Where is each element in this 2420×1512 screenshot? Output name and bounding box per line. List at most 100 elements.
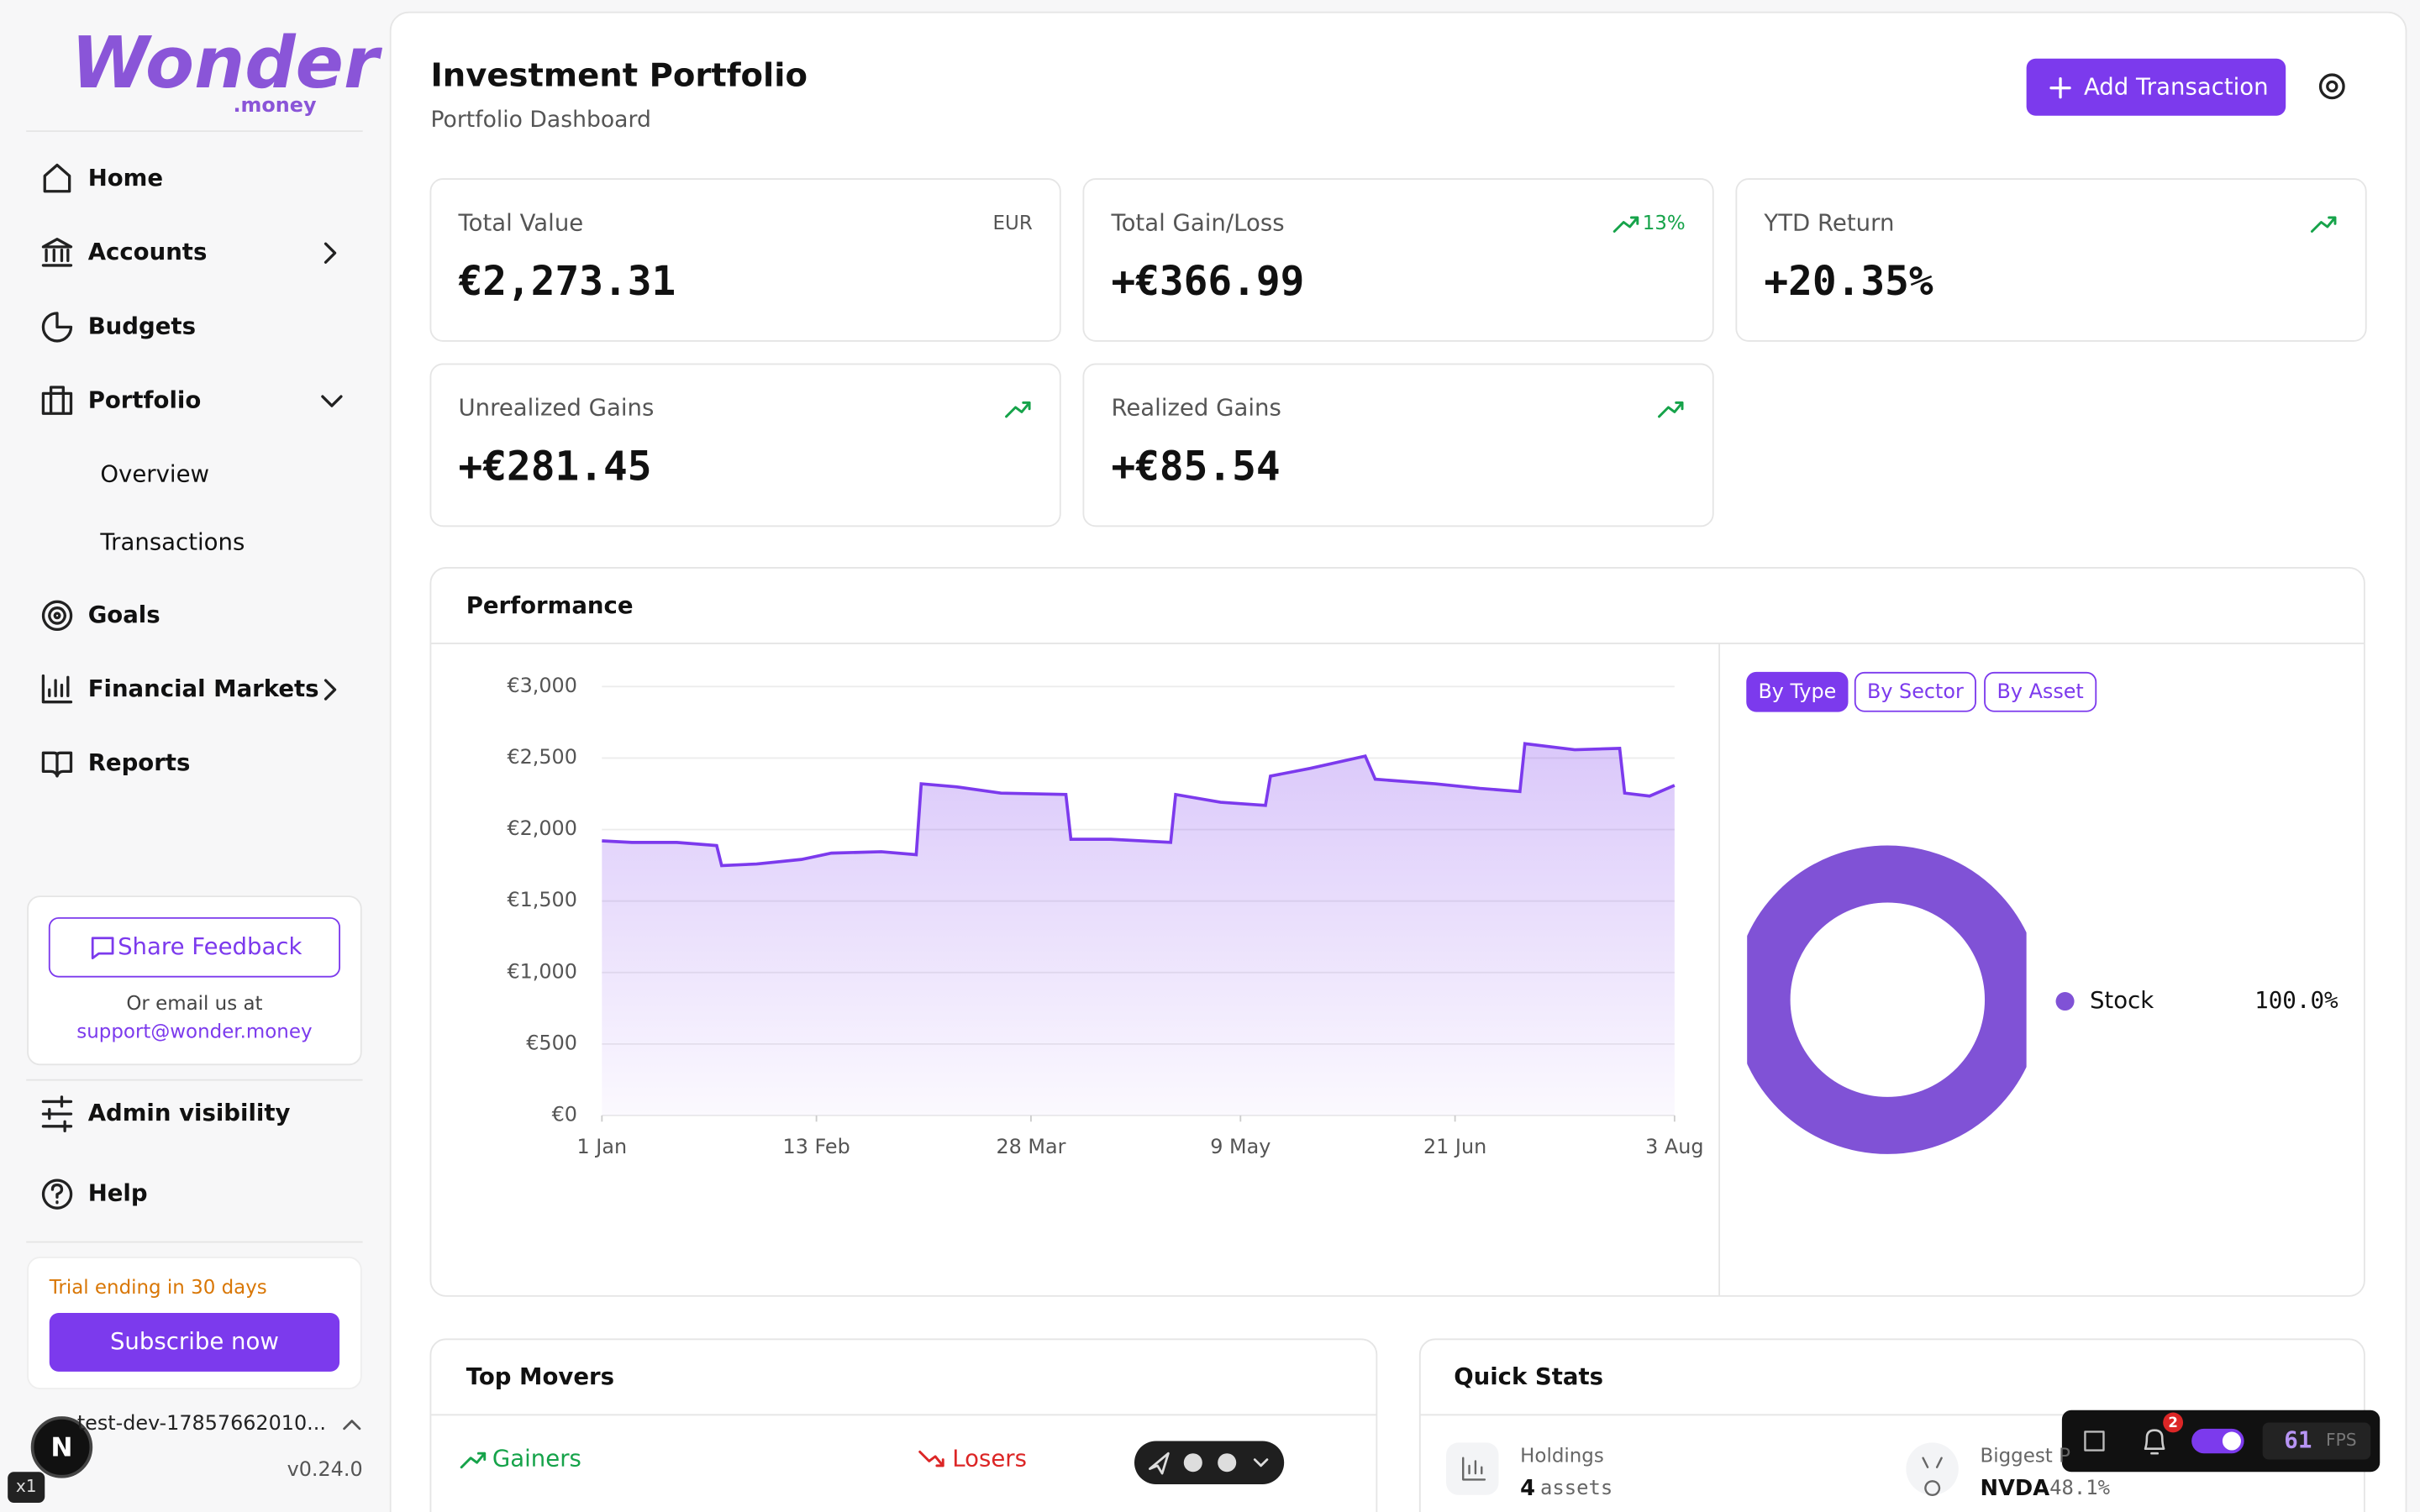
biggest-icon (1906, 1442, 1959, 1495)
tab[interactable] (1854, 671, 1976, 712)
nav-item[interactable]: Reports (88, 749, 191, 776)
feedback-button-label[interactable]: Share Feedback (118, 933, 302, 960)
toolbar-pill (1134, 1441, 1285, 1484)
trend-icon (1612, 216, 1639, 233)
subscribe-label[interactable]: Subscribe now (110, 1328, 279, 1355)
fps-box (2262, 1422, 2371, 1460)
y-tick-label: €500 (526, 1031, 577, 1054)
nav-icon (41, 674, 73, 704)
nav-item[interactable]: Accounts (88, 239, 208, 265)
zoom-label: x1 (16, 1476, 37, 1496)
card-badge: EUR (993, 213, 1033, 234)
nav-subitem[interactable]: Transactions (99, 529, 245, 556)
value-label: 100.0% (2254, 987, 2338, 1014)
pie-slice (1747, 845, 2027, 1154)
card-value: +€85.54 (1111, 444, 1280, 490)
send-icon (1148, 1452, 1170, 1475)
losers-icon (918, 1450, 944, 1467)
avatar[interactable] (30, 1416, 93, 1478)
logo-sub: .money (233, 93, 316, 117)
card-label: YTD Return (1763, 209, 1894, 236)
card-value: +20.35% (1764, 259, 1933, 305)
x-tick-label: 13 Feb (783, 1135, 850, 1158)
stat-label: Holdings (1520, 1445, 1604, 1467)
stat-unit: assets (1540, 1476, 1612, 1499)
nav-item[interactable]: Admin visibility (88, 1100, 291, 1126)
nav-item[interactable]: Budgets (88, 312, 196, 339)
stat-unit: 48.1% (2049, 1476, 2110, 1499)
nav-subitem[interactable]: Overview (100, 461, 209, 488)
area (602, 743, 1675, 1116)
page-subtitle: Portfolio Dashboard (430, 107, 650, 133)
line (602, 742, 1676, 868)
y-tick-label: €1,500 (507, 888, 577, 911)
feedback-email[interactable]: support@wonder.money (76, 1021, 312, 1042)
plus-icon (2049, 77, 2071, 99)
feedback-button[interactable] (48, 916, 340, 978)
gainers-icon (460, 1452, 487, 1469)
x-tick-label: 28 Mar (996, 1135, 1065, 1158)
chevron (324, 679, 337, 701)
card-label: Total Value (458, 209, 584, 236)
tab-label[interactable]: By Sector (1867, 680, 1964, 703)
chevron (324, 242, 337, 264)
avatar-letter: N (50, 1433, 72, 1463)
nav-icon (43, 163, 71, 193)
bell-icon (2144, 1429, 2165, 1455)
add-transaction-button[interactable] (2026, 58, 2286, 116)
nav-icon (41, 386, 73, 415)
page-title: Investment Portfolio (430, 56, 808, 94)
gainers-label: Gainers (492, 1446, 581, 1473)
nav-item[interactable]: Home (88, 165, 163, 192)
tab[interactable] (1984, 671, 2097, 712)
card-value: +€366.99 (1111, 259, 1304, 305)
zoom-badge (8, 1472, 45, 1503)
nav-item[interactable]: Financial Markets (88, 675, 319, 702)
settings-icon[interactable] (2318, 73, 2345, 100)
nav-item[interactable]: Help (88, 1180, 148, 1207)
tab-label[interactable]: By Asset (1997, 680, 2084, 703)
nav-item[interactable]: Goals (88, 601, 160, 628)
stat-value: 4 (1520, 1476, 1535, 1501)
chart-icon (1462, 1457, 1486, 1481)
y-tick-label: €1,000 (507, 959, 577, 983)
user-name: test-dev-17857662010... (77, 1411, 326, 1435)
nav-item[interactable]: Portfolio (88, 387, 202, 414)
toggle-knob (2222, 1431, 2241, 1451)
x-tick-label: 3 Aug (1645, 1135, 1703, 1158)
x-tick-label: 1 Jan (577, 1135, 628, 1158)
nav-icon (41, 238, 73, 267)
tab[interactable] (1746, 671, 1849, 712)
y-tick-label: €2,500 (507, 745, 577, 769)
card-value: €2,273.31 (459, 259, 676, 305)
palette-icon (1218, 1453, 1237, 1473)
select-icon (2084, 1431, 2105, 1452)
card-label: Total Gain/Loss (1110, 209, 1284, 236)
card-badge: 13% (1643, 213, 1686, 234)
subscribe-button[interactable] (49, 1313, 340, 1372)
chevron (343, 1420, 361, 1431)
legend-swatch (2055, 992, 2075, 1011)
chat-icon (1183, 1453, 1202, 1473)
tab-label[interactable]: By Type (1758, 680, 1836, 703)
y-tick-label: €3,000 (507, 674, 577, 697)
nav-icon (41, 312, 73, 343)
trend-icon (1005, 401, 1031, 418)
add-transaction-label[interactable]: Add Transaction (2084, 74, 2269, 101)
stat-card (1735, 178, 2367, 342)
panel-title: Quick Stats (1454, 1363, 1603, 1390)
x-tick-label: 9 May (1210, 1135, 1270, 1158)
x-tick-label: 21 Jun (1423, 1135, 1486, 1158)
fps-value: 61 (2284, 1427, 2312, 1454)
admin-icon (41, 1095, 73, 1132)
losers-label: Losers (952, 1446, 1027, 1473)
stat-value: NVDA (1981, 1476, 2050, 1501)
chevron (1253, 1458, 1269, 1467)
feedback-icon (91, 937, 114, 959)
stat-card (429, 178, 1061, 342)
notification-badge (2163, 1412, 2184, 1433)
chevron (321, 395, 343, 407)
trend-icon (1658, 401, 1684, 418)
